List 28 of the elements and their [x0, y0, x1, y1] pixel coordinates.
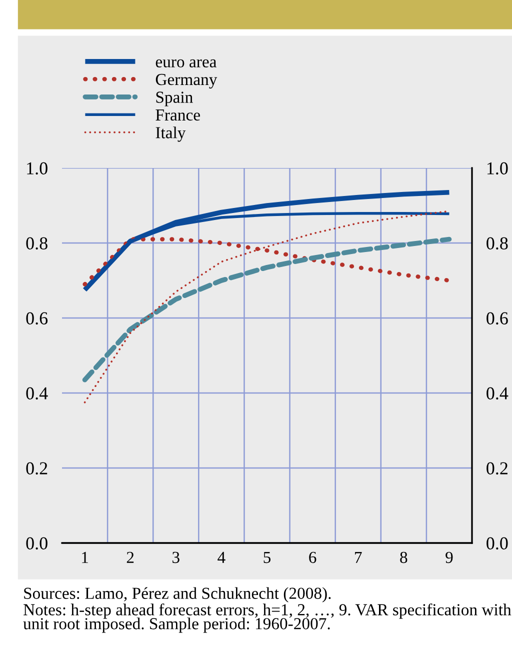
x-tick-label: 9 [446, 552, 453, 564]
x-tick-label: 3 [172, 552, 180, 564]
y2-tick-label: 0.2 [486, 462, 508, 475]
y2-tick-label: 0.6 [486, 312, 508, 325]
y-tick-label: 0.2 [26, 462, 48, 475]
legend-label: France [156, 110, 200, 121]
text: Notes: h-step ahead forecast errors, h=1, 2, …, 9. VAR specification with unit root imposed. Sample period: 1960-2007. [23, 603, 512, 633]
legend-label: euro area [156, 59, 216, 68]
y2-tick-label: 1.0 [487, 162, 508, 175]
x-tick-label: 2 [126, 552, 134, 563]
legend-label: Spain [156, 92, 193, 106]
legend-label: Germany [156, 74, 218, 89]
x-tick-label: 7 [355, 552, 362, 563]
y-tick-label: 0.0 [26, 537, 48, 550]
y-tick-label: 0.4 [26, 387, 48, 400]
source-note: Sources: Lamo, Pérez and Schuknecht (2008). [24, 587, 331, 602]
x-tick-label: 4 [218, 552, 226, 563]
x-tick-label: 8 [400, 552, 408, 564]
x-tick-label: 1 [82, 552, 88, 563]
y-tick-label: 1.0 [27, 162, 48, 175]
y2-tick-label: 0.8 [486, 237, 508, 250]
legend-label: Italy [156, 126, 186, 142]
y-tick-label: 0.8 [26, 237, 48, 250]
y2-tick-label: 0.4 [486, 387, 508, 400]
y-tick-label: 0.6 [26, 312, 48, 325]
y2-tick-label: 0.0 [486, 537, 508, 550]
x-tick-label: 6 [309, 552, 316, 564]
x-tick-label: 5 [264, 552, 271, 564]
